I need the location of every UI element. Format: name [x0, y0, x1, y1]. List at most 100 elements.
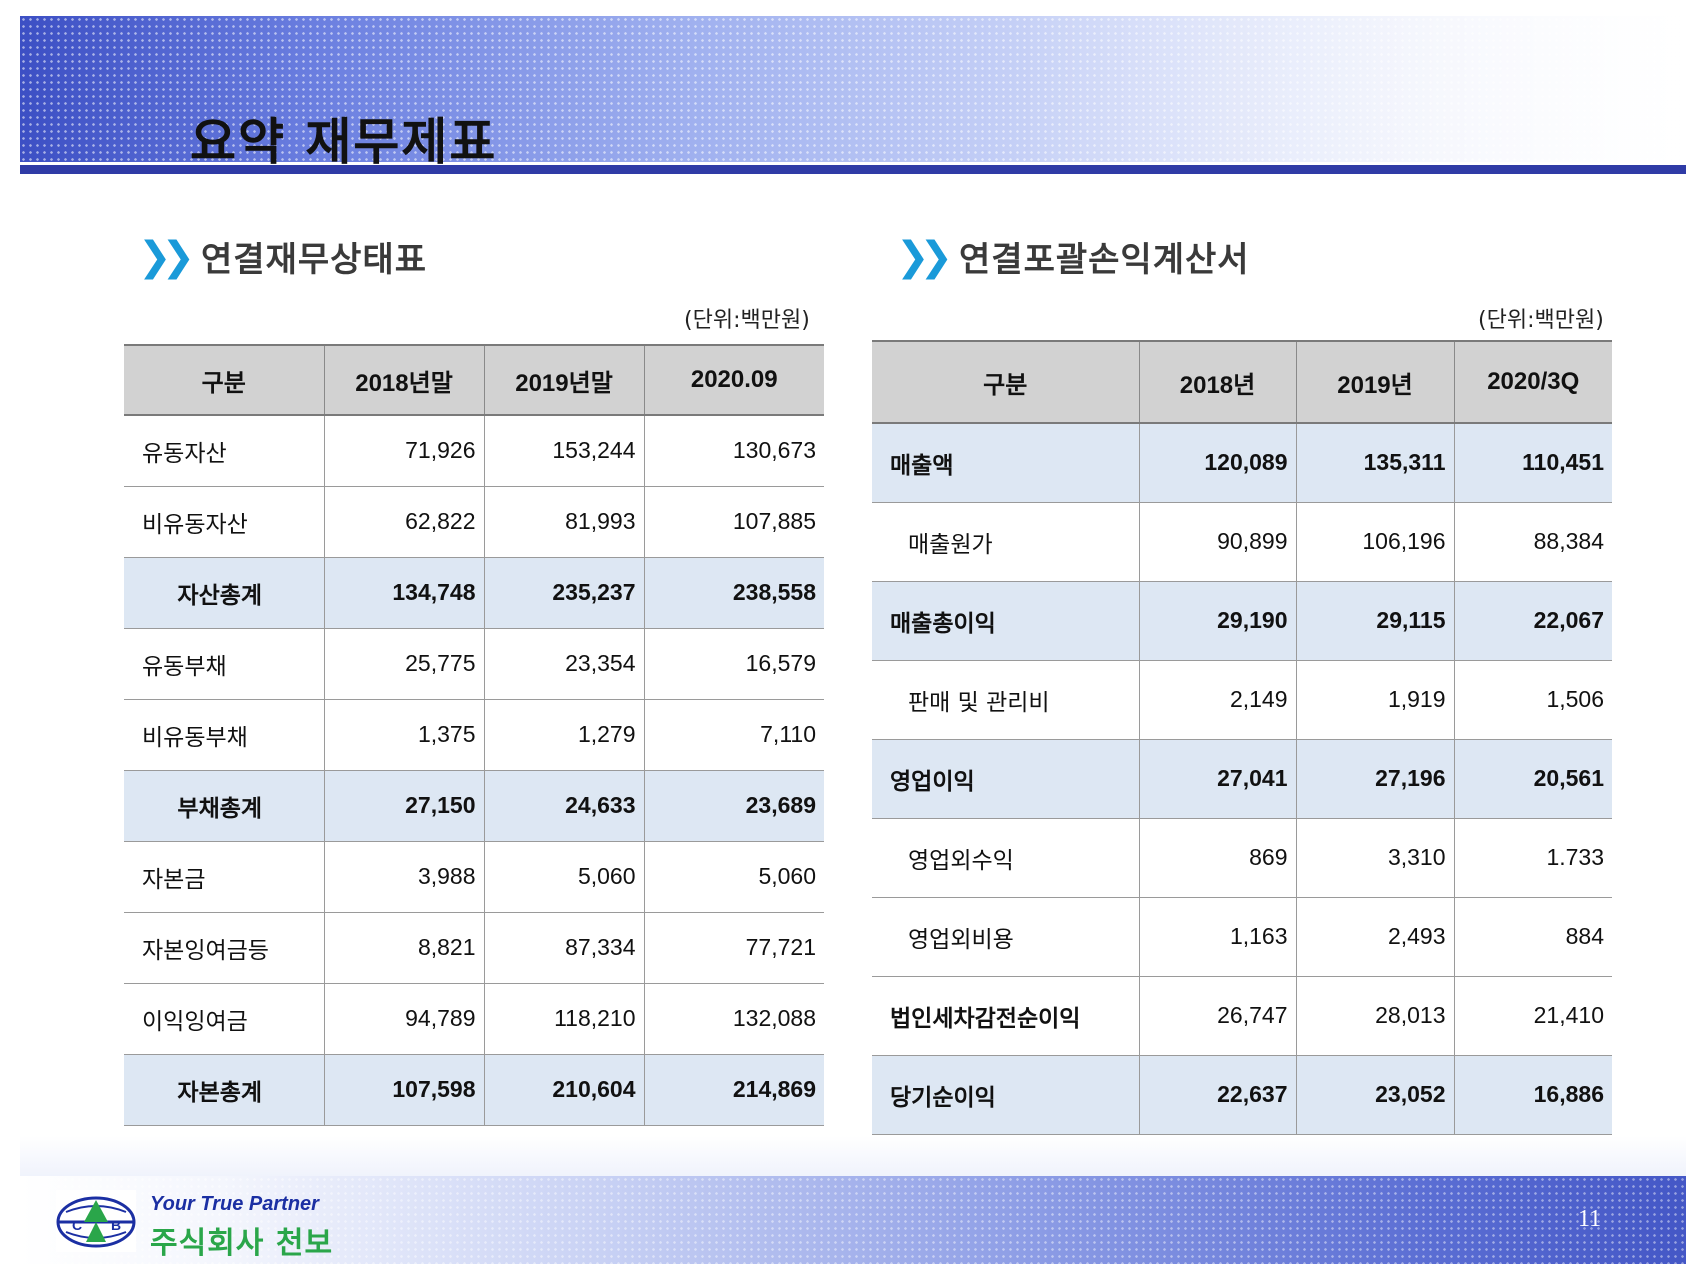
- table-row: 비유동자산 62,822 81,993 107,885: [124, 486, 824, 558]
- table-cell: 90,899: [1138, 502, 1297, 582]
- row-label: 유동부채: [124, 628, 325, 700]
- table-cell: 24,633: [483, 770, 645, 842]
- table-cell: 2,149: [1138, 660, 1297, 740]
- header-fade: [20, 16, 1686, 162]
- table-cell: 106,196: [1295, 502, 1455, 582]
- table-cell: 5,060: [643, 841, 824, 913]
- table-cell: 94,789: [323, 983, 485, 1055]
- balance-sheet-table: 구분 2018년말 2019년말 2020.09 유동자산 71,926 153…: [124, 344, 824, 1126]
- double-chevron-icon: ❯❯: [896, 233, 953, 280]
- table-cell: 869: [1138, 818, 1297, 898]
- table-cell: 29,190: [1138, 581, 1297, 661]
- income-statement-heading: ❯❯ 연결포괄손익계산서: [896, 232, 1250, 281]
- balance-sheet-unit: (단위:백만원): [684, 308, 810, 333]
- income-statement-title: 연결포괄손익계산서: [959, 240, 1250, 280]
- table-cell: 1,163: [1138, 897, 1297, 977]
- table-cell: 5,060: [483, 841, 645, 913]
- table-row: 영업이익 27,041 27,196 20,561: [872, 739, 1612, 819]
- table-cell: 23,354: [483, 628, 645, 700]
- row-label: 자산총계: [124, 557, 325, 629]
- row-label: 자본금: [124, 841, 325, 913]
- table-cell: 1,375: [323, 699, 485, 771]
- total-row: 자본총계 107,598 210,604 214,869: [124, 1054, 824, 1126]
- balance-sheet-title: 연결재무상태표: [201, 240, 427, 280]
- income-statement-table: 구분 2018년 2019년 2020/3Q 매출액 120,089 135,3…: [872, 340, 1612, 1135]
- table-cell: 238,558: [643, 557, 824, 629]
- table-row: 자본금 3,988 5,060 5,060: [124, 841, 824, 913]
- table-cell: 1.733: [1453, 818, 1612, 898]
- table-row: 판매 및 관리비 2,149 1,919 1,506: [872, 660, 1612, 740]
- table-cell: 135,311: [1295, 423, 1455, 503]
- row-label: 영업외비용: [872, 897, 1140, 977]
- row-label: 매출총이익: [872, 581, 1140, 661]
- row-label: 영업외수익: [872, 818, 1140, 898]
- row-label: 판매 및 관리비: [872, 660, 1140, 740]
- column-header: 2018년: [1138, 341, 1297, 423]
- column-header: 구분: [872, 341, 1140, 423]
- table-cell: 62,822: [323, 486, 485, 558]
- row-label: 당기순이익: [872, 1055, 1140, 1135]
- total-row: 부채총계 27,150 24,633 23,689: [124, 770, 824, 842]
- row-label: 법인세차감전순이익: [872, 976, 1140, 1056]
- footer-fade: [20, 1136, 1686, 1176]
- table-cell: 118,210: [483, 983, 645, 1055]
- column-header: 2020/3Q: [1453, 341, 1612, 423]
- column-header: 구분: [124, 345, 325, 415]
- logo-letter-b: B: [111, 1217, 121, 1233]
- table-cell: 214,869: [643, 1054, 824, 1126]
- table-cell: 3,988: [323, 841, 485, 913]
- table-row: 이익잉여금 94,789 118,210 132,088: [124, 983, 824, 1055]
- table-cell: 88,384: [1453, 502, 1612, 582]
- table-cell: 130,673: [643, 415, 824, 487]
- table-cell: 107,598: [323, 1054, 485, 1126]
- table-row: 유동자산 71,926 153,244 130,673: [124, 415, 824, 487]
- table-cell: 23,689: [643, 770, 824, 842]
- table-cell: 26,747: [1138, 976, 1297, 1056]
- row-label: 자본잉여금등: [124, 912, 325, 984]
- table-cell: 132,088: [643, 983, 824, 1055]
- row-label: 비유동부채: [124, 699, 325, 771]
- row-label: 영업이익: [872, 739, 1140, 819]
- table-cell: 71,926: [323, 415, 485, 487]
- table-row: 영업외수익 869 3,310 1.733: [872, 818, 1612, 898]
- table-cell: 27,150: [323, 770, 485, 842]
- table-cell: 1,279: [483, 699, 645, 771]
- company-name: 주식회사 천보: [150, 1226, 334, 1261]
- row-label: 매출액: [872, 423, 1140, 503]
- company-logo-icon: C B: [56, 1196, 136, 1248]
- table-cell: 8,821: [323, 912, 485, 984]
- table-row: 자본잉여금등 8,821 87,334 77,721: [124, 912, 824, 984]
- income-statement-unit: (단위:백만원): [1478, 308, 1604, 333]
- table-cell: 1,506: [1453, 660, 1612, 740]
- table-row: 매출총이익 29,190 29,115 22,067: [872, 581, 1612, 661]
- table-row: 유동부채 25,775 23,354 16,579: [124, 628, 824, 700]
- table-cell: 22,067: [1453, 581, 1612, 661]
- column-header: 2020.09: [643, 345, 824, 415]
- table-cell: 27,196: [1295, 739, 1455, 819]
- row-label: 매출원가: [872, 502, 1140, 582]
- table-cell: 20,561: [1453, 739, 1612, 819]
- total-row: 자산총계 134,748 235,237 238,558: [124, 557, 824, 629]
- page-number: 11: [1578, 1206, 1602, 1232]
- table-row: 매출액 120,089 135,311 110,451: [872, 423, 1612, 503]
- table-cell: 16,886: [1453, 1055, 1612, 1135]
- table-cell: 28,013: [1295, 976, 1455, 1056]
- table-row: 당기순이익 22,637 23,052 16,886: [872, 1055, 1612, 1135]
- table-cell: 16,579: [643, 628, 824, 700]
- table-cell: 21,410: [1453, 976, 1612, 1056]
- column-header: 2019년: [1295, 341, 1455, 423]
- logo-letter-c: C: [72, 1217, 82, 1233]
- table-header-row: 구분 2018년말 2019년말 2020.09: [124, 345, 824, 415]
- row-label: 부채총계: [124, 770, 325, 842]
- table-cell: 120,089: [1138, 423, 1297, 503]
- table-cell: 77,721: [643, 912, 824, 984]
- row-label: 비유동자산: [124, 486, 325, 558]
- table-cell: 29,115: [1295, 581, 1455, 661]
- table-row: 영업외비용 1,163 2,493 884: [872, 897, 1612, 977]
- column-header: 2019년말: [483, 345, 645, 415]
- column-header: 2018년말: [323, 345, 485, 415]
- table-cell: 1,919: [1295, 660, 1455, 740]
- table-cell: 22,637: [1138, 1055, 1297, 1135]
- row-label: 이익잉여금: [124, 983, 325, 1055]
- row-label: 자본총계: [124, 1054, 325, 1126]
